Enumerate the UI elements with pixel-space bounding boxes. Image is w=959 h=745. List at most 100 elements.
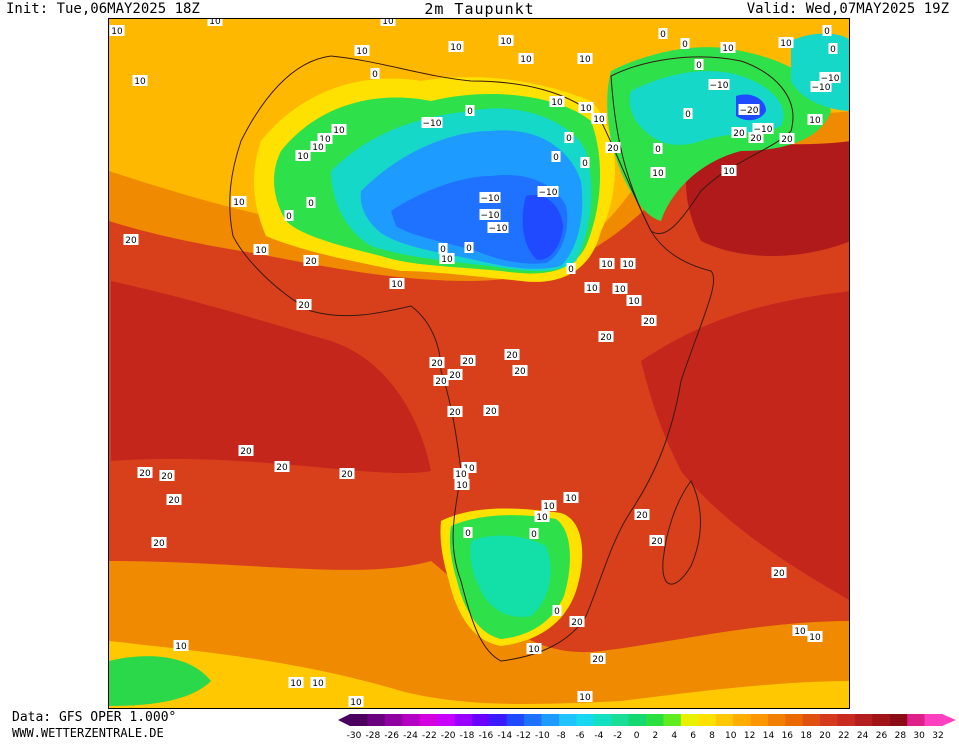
svg-text:10: 10 (297, 152, 309, 162)
contour-label: 20 (137, 467, 153, 479)
svg-text:10: 10 (463, 464, 475, 474)
contour-label: 10 (720, 42, 736, 54)
svg-text:10: 10 (809, 116, 821, 126)
contour-label: −10 (810, 81, 832, 93)
svg-text:20: 20 (485, 407, 497, 417)
africa-coastline (229, 55, 715, 662)
svg-text:0: 0 (696, 61, 702, 71)
svg-text:0: 0 (553, 153, 559, 163)
svg-text:10: 10 (382, 19, 394, 27)
contour-label: 20 (598, 331, 614, 343)
contour-label: 0 (552, 605, 562, 617)
legend-tick-label: -28 (365, 731, 380, 741)
svg-text:20: 20 (125, 236, 137, 246)
svg-text:20: 20 (276, 463, 288, 473)
arabia-cyan-zone (629, 71, 784, 145)
svg-text:10: 10 (580, 104, 592, 114)
contour-label: 10 (534, 511, 550, 523)
contour-label: 20 (339, 468, 355, 480)
contour-label: 10 (541, 500, 557, 512)
svg-text:20: 20 (514, 367, 526, 377)
contour-label: 20 (590, 653, 606, 665)
contour-label: 20 (447, 369, 463, 381)
contour-label: −10 (421, 117, 443, 129)
legend-swatch (698, 714, 717, 726)
legend-swatch (611, 714, 630, 726)
contour-label: 10 (295, 150, 311, 162)
svg-text:10: 10 (111, 27, 123, 37)
init-time-label: Init: Tue,06MAY2025 18Z (6, 1, 200, 17)
svg-text:20: 20 (449, 408, 461, 418)
svg-text:10: 10 (586, 284, 598, 294)
contour-label: 20 (447, 406, 463, 418)
svg-text:20: 20 (592, 655, 604, 665)
svg-text:10: 10 (601, 260, 613, 270)
svg-text:0: 0 (531, 530, 537, 540)
contour-label: 0 (551, 151, 561, 163)
contour-label: 0 (306, 197, 316, 209)
contour-label: 0 (464, 242, 474, 254)
svg-text:10: 10 (809, 633, 821, 643)
legend-swatch (350, 714, 368, 726)
contour-label: −10 (537, 186, 559, 198)
contour-label: 0 (438, 243, 448, 255)
legend-swatch (384, 714, 403, 726)
svg-text:0: 0 (372, 70, 378, 80)
legend-min-arrow (338, 714, 350, 726)
legend-bar: -30 -28 -26 -24 -22 -20 -18 -16 -14 -12 -10 -8 -6 -4-… (338, 714, 956, 741)
svg-text:10: 10 (579, 693, 591, 703)
legend-swatch (646, 714, 664, 726)
contour-label: −10 (479, 209, 501, 221)
legend-swatch (454, 714, 473, 726)
svg-text:0: 0 (568, 265, 574, 275)
legend-swatch (750, 714, 769, 726)
contour-label: 10 (518, 53, 534, 65)
svg-text:−10: −10 (754, 125, 773, 135)
svg-text:−10: −10 (539, 188, 558, 198)
svg-text:20: 20 (462, 357, 474, 367)
legend-swatch (402, 714, 421, 726)
svg-text:10: 10 (500, 37, 512, 47)
contour-label: 20 (779, 133, 795, 145)
svg-text:−10: −10 (423, 119, 442, 129)
contour-label: 20 (296, 299, 312, 311)
contour-label: 10 (526, 643, 542, 655)
contour-label: 0 (828, 43, 838, 55)
legend-tick-label: -14 (497, 731, 512, 741)
svg-text:0: 0 (682, 40, 688, 50)
svg-text:20: 20 (773, 569, 785, 579)
legend-tick-label: -6 (576, 731, 585, 741)
svg-text:0: 0 (566, 134, 572, 144)
svg-text:0: 0 (440, 245, 446, 255)
contour-label: 10 (577, 691, 593, 703)
contour-label: 20 (123, 234, 139, 246)
contour-label: 0 (683, 108, 693, 120)
legend-tick-label: 0 (634, 731, 640, 741)
contour-label: 10 (591, 113, 607, 125)
contour-label: 20 (151, 537, 167, 549)
contour-label: 20 (649, 535, 665, 547)
contour-label: 0 (465, 105, 475, 117)
legend-swatch (506, 714, 525, 726)
legend-tick-label: 2 (653, 731, 659, 741)
contour-label: 10 (253, 244, 269, 256)
legend-tick-labels: -30 -28 -26 -24 -22 -20 -18 -16 -14 -12 -10 -8 -6 -4-… (347, 731, 944, 741)
contour-label: 20 (504, 349, 520, 361)
contour-label: 10 (461, 462, 477, 474)
legend-swatch (854, 714, 873, 726)
contour-label: −10 (819, 72, 841, 84)
contour-label: 20 (748, 132, 764, 144)
svg-text:10: 10 (622, 260, 634, 270)
legend-tick-label: 22 (838, 731, 849, 741)
contour-label: 10 (389, 278, 405, 290)
contour-label: −10 (708, 79, 730, 91)
contour-label: 20 (731, 127, 747, 139)
contour-label: 10 (498, 35, 514, 47)
dewpoint-map[interactable]: 10 10 10 10 10 10 10 10 10 0 10 10 10 10 0 −10 10 10 0 0 0 10… (108, 18, 850, 709)
sahara-deep-blue-zone (391, 175, 568, 264)
contour-label: 10 (807, 114, 823, 126)
contour-label: 20 (159, 470, 175, 482)
svg-text:20: 20 (506, 351, 518, 361)
contour-label: 20 (303, 255, 319, 267)
svg-text:20: 20 (607, 144, 619, 154)
